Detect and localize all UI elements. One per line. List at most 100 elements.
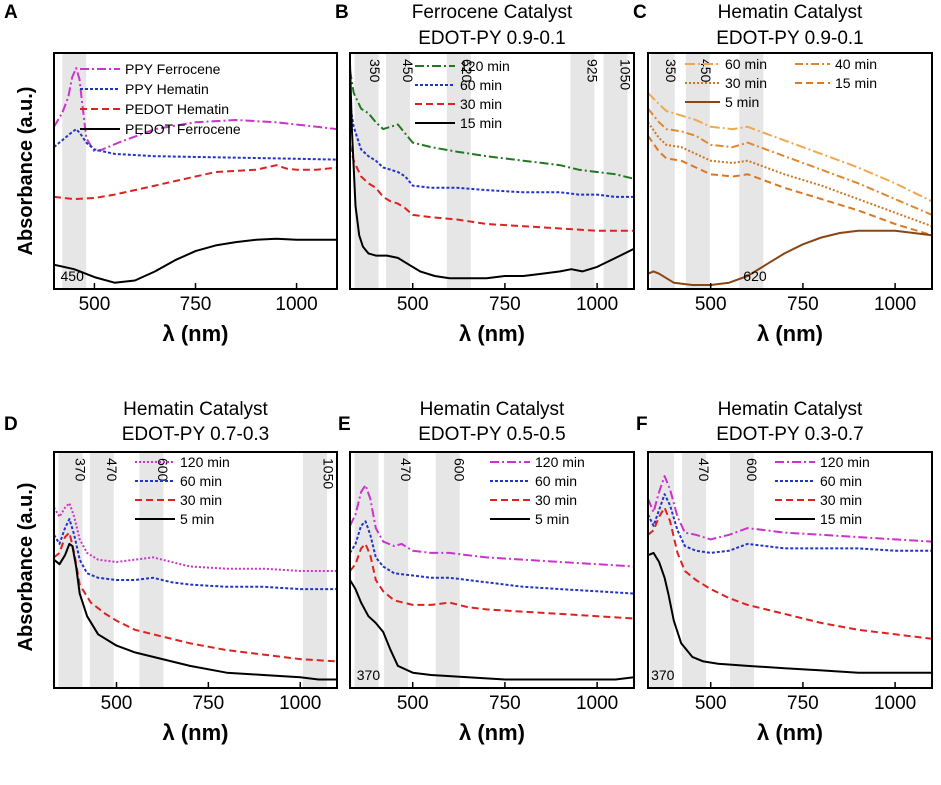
series-group (648, 92, 932, 286)
legend: 120 min 60 min 30 min 5 min (135, 454, 230, 527)
x-tick-label: 1000 (576, 294, 618, 315)
series-line-30-min (54, 531, 337, 663)
legend-label: 60 min (535, 473, 577, 489)
legend-label: 15 min (460, 115, 502, 131)
x-tick-label: 500 (695, 294, 727, 315)
x-tick-label: 500 (397, 693, 429, 714)
band-label: 600 (452, 458, 468, 482)
series-line-ppy-hematin (54, 128, 337, 161)
panel-title-line: Hematin Catalyst (718, 2, 863, 23)
legend-label: 60 min (820, 473, 862, 489)
legend-label: 30 min (460, 96, 502, 112)
x-tick-label: 750 (193, 693, 225, 714)
series-line-15-min (350, 63, 634, 280)
series-line-60-min (350, 520, 634, 595)
x-axis-label: λ (nm) (757, 720, 823, 745)
legend: 60 min 40 min 30 min 15 min 5 min (685, 56, 877, 110)
series-line-120-min (350, 484, 634, 568)
series-line-5-min (350, 579, 634, 681)
series-group (350, 63, 634, 280)
highlight-band (650, 54, 675, 288)
highlight-band (682, 453, 707, 687)
band-label: 925 (584, 59, 600, 83)
legend-label: 5 min (535, 511, 569, 527)
band-label: 620 (743, 268, 767, 284)
legend-label: 5 min (180, 511, 214, 527)
band-label: 1050 (321, 458, 337, 489)
band-label: 450 (61, 268, 85, 284)
series-line-120-min (350, 70, 634, 180)
legend-label: 120 min (180, 454, 230, 470)
legend-label: PEDOT Hematin (125, 101, 229, 117)
series-line-60-min (350, 104, 634, 198)
highlight-band (730, 453, 755, 687)
band-label: 370 (73, 458, 89, 482)
x-tick-label: 500 (79, 294, 111, 315)
series-line-120-min (648, 475, 932, 543)
panel-title-line: Ferrocene Catalyst (412, 2, 573, 23)
series-line-pedot-hematin (54, 164, 337, 201)
plot-frame (647, 451, 933, 689)
highlight-band (446, 54, 471, 288)
band-label: 470 (104, 458, 120, 482)
legend: 120 min 60 min 30 min 15 min (775, 454, 870, 527)
x-tick-label: 500 (101, 693, 133, 714)
band-label: 600 (744, 458, 760, 482)
series-group (54, 502, 337, 681)
legend-label: 120 min (535, 454, 585, 470)
series-line-30-min (350, 542, 634, 620)
legend: 120 min 60 min 30 min 15 min (415, 58, 510, 131)
panel-a: 500 750 1000 λ (nm) A 450 PPY Ferrocene PPY Hem… (4, 2, 338, 346)
legend-label: 40 min (835, 56, 877, 72)
plot-frame (349, 52, 635, 290)
panel-title-line: EDOT-PY 0.7-0.3 (122, 424, 270, 445)
x-tick-label: 1000 (874, 294, 916, 315)
legend-label: PPY Hematin (125, 81, 209, 97)
highlight-band (139, 453, 164, 687)
legend: 120 min 60 min 30 min 5 min (490, 454, 585, 527)
panel-letter: C (633, 2, 647, 23)
legend-label: 30 min (725, 75, 767, 91)
series-line-15-min (648, 551, 932, 674)
x-axis-label: λ (nm) (757, 321, 823, 346)
series-line-pedot-ferrocene (54, 237, 337, 284)
x-axis-label: λ (nm) (459, 720, 525, 745)
highlight-band (685, 54, 710, 288)
x-tick-label: 1000 (279, 693, 321, 714)
x-tick-label: 750 (787, 294, 819, 315)
panel-letter: E (338, 414, 351, 435)
x-axis-label: λ (nm) (459, 321, 525, 346)
legend-label: 120 min (460, 58, 510, 74)
panel-letter: D (4, 414, 18, 435)
x-tick-label: 500 (397, 294, 429, 315)
band-label: 350 (367, 59, 383, 83)
series-line-5-min (54, 542, 337, 681)
panel-letter: F (636, 414, 648, 435)
series-line-40-min (648, 108, 932, 216)
panel-title-line: EDOT-PY 0.9-0.1 (716, 28, 864, 49)
legend-label: 60 min (180, 473, 222, 489)
legend-label: 120 min (820, 454, 870, 470)
series-line-60-min (648, 493, 932, 554)
panel-title-line: Hematin Catalyst (718, 399, 863, 420)
legend: PPY Ferrocene PPY Hematin PEDOT Hematin PED… (80, 61, 241, 137)
series-group (54, 67, 337, 284)
series-group (350, 484, 634, 681)
series-line-15-min (648, 135, 932, 237)
panel-b: 500 750 1000 λ (nm) B Ferrocene Catalyst EDOT-… (335, 2, 635, 346)
legend-label: 30 min (820, 492, 862, 508)
x-axis-label: λ (nm) (163, 720, 229, 745)
x-tick-label: 1000 (576, 693, 618, 714)
band-label: 450 (400, 59, 416, 83)
panel-c: 500 750 1000 λ (nm) C Hematin Catalyst EDOT-PY… (633, 2, 933, 346)
legend-label: 60 min (725, 56, 767, 72)
panel-title-line: Hematin Catalyst (420, 399, 565, 420)
x-tick-label: 500 (695, 693, 727, 714)
panel-title-line: EDOT-PY 0.5-0.5 (418, 424, 566, 445)
plot-frame (647, 52, 933, 290)
y-axis-label-top: Absorbance (a.u.) (15, 87, 37, 256)
panel-letter: B (335, 2, 349, 23)
panel-title-line: Hematin Catalyst (123, 399, 268, 420)
band-label: 370 (357, 667, 381, 683)
series-line-60-min (648, 92, 932, 203)
